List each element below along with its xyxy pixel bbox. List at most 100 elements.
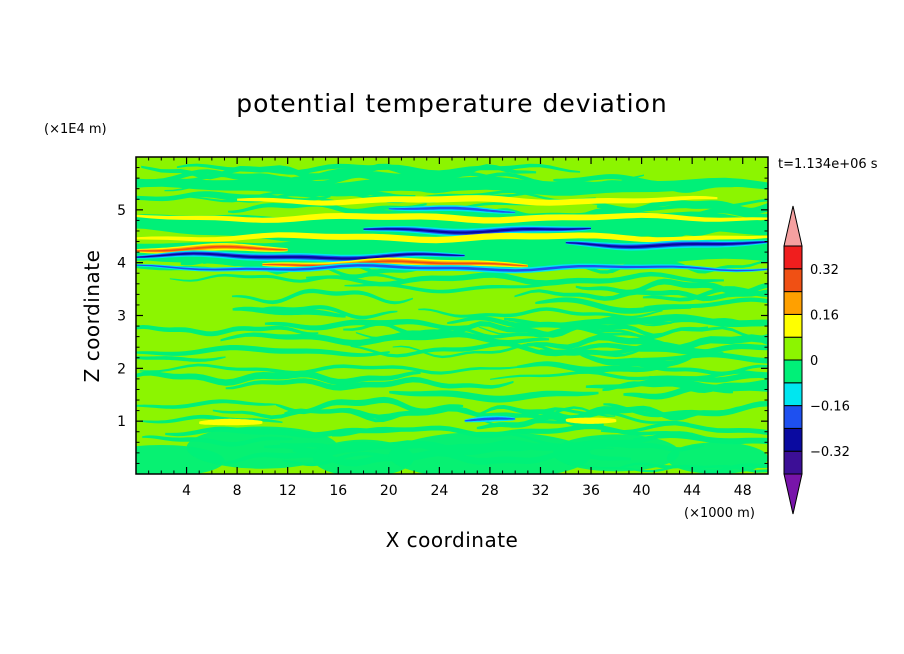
contour-streak-40 xyxy=(540,342,768,356)
y-tick-label: 2 xyxy=(117,361,126,377)
y-axis: 1 2 3 4 5 xyxy=(117,167,768,464)
contour-streak-32 xyxy=(517,361,671,373)
contour-streak-39 xyxy=(136,345,390,357)
contour-streak-61 xyxy=(306,271,724,287)
contour-streak-11 xyxy=(601,421,768,436)
contour-band-10-0 xyxy=(199,418,263,426)
contour-band-3-2 xyxy=(363,228,591,234)
x-tick-label: 4 xyxy=(182,483,191,499)
contour-band-4-0 xyxy=(136,232,768,244)
contour-band-7-2 xyxy=(136,252,465,260)
contour-streak-37 xyxy=(350,341,724,358)
x-axis-label: X coordinate xyxy=(386,528,519,552)
contour-streak-87 xyxy=(596,199,768,215)
colorbar-bin-1 xyxy=(783,427,803,452)
colorbar-tick-label: 0.32 xyxy=(810,263,839,278)
contour-streak-22 xyxy=(136,399,277,409)
contour-streak-66 xyxy=(495,259,768,274)
contour-streak-31 xyxy=(577,363,768,376)
contour-blob-5 xyxy=(666,442,768,474)
contour-streak-35 xyxy=(642,352,768,364)
contour-streak-58 xyxy=(642,286,768,302)
contour-blob-4 xyxy=(553,434,680,472)
plot-field xyxy=(136,157,768,474)
colorbar: −0.32 −0.16 0 0.16 0.32 xyxy=(783,205,850,515)
contour-band-5-2 xyxy=(565,241,768,248)
contour-blob-3 xyxy=(388,431,592,474)
contour-streak-47 xyxy=(264,319,470,331)
contour-streak-62 xyxy=(169,273,446,283)
colorbar-bin-6 xyxy=(783,313,803,338)
contour-streak-42 xyxy=(526,334,768,352)
chart-title: potential temperature deviation xyxy=(236,89,667,118)
contour-band-1-0 xyxy=(388,205,516,214)
x-tick-label: 40 xyxy=(633,483,651,499)
contour-streak-52 xyxy=(418,307,663,319)
x-tick-label: 8 xyxy=(233,483,242,499)
x-tick-label: 12 xyxy=(279,483,297,499)
contour-streak-46 xyxy=(355,325,678,340)
contour-band-2-0 xyxy=(136,212,768,224)
y-axis-label: Z coordinate xyxy=(80,250,104,383)
time-label: t=1.134e+06 s xyxy=(778,157,878,172)
colorbar-under-arrow xyxy=(783,473,803,515)
y-tick-label: 1 xyxy=(117,414,126,430)
x-tick-label: 20 xyxy=(380,483,398,499)
contour-blob-1 xyxy=(186,426,339,469)
colorbar-over-arrow xyxy=(783,205,803,247)
x-tick-label: 44 xyxy=(683,483,701,499)
y-tick-label: 3 xyxy=(117,309,126,325)
colorbar-tick-label: 0 xyxy=(810,354,818,369)
colorbar-bin-7 xyxy=(783,291,803,315)
contour-streak-30 xyxy=(649,371,768,383)
contour-streak-92 xyxy=(180,190,596,204)
x-unit-label: (×1000 m) xyxy=(684,506,755,521)
contour-streak-23 xyxy=(389,390,599,403)
contour-streak-53 xyxy=(232,306,346,318)
contour-streak-50 xyxy=(504,314,768,328)
contour-streak-33 xyxy=(139,363,529,375)
x-tick-label: 16 xyxy=(329,483,347,499)
y-tick-label: 5 xyxy=(117,203,126,219)
y-tick-label: 4 xyxy=(117,256,126,272)
contour-blob-2 xyxy=(312,439,415,474)
contour-streak-25 xyxy=(225,376,514,391)
x-tick-label: 28 xyxy=(481,483,499,499)
contour-band-1-1 xyxy=(388,206,516,213)
colorbar-bin-4 xyxy=(783,359,803,384)
contour-streak-51 xyxy=(258,305,398,320)
x-tick-label: 36 xyxy=(582,483,600,499)
contour-streak-17 xyxy=(284,406,616,423)
contour-streak-56 xyxy=(232,288,413,305)
contour-streak-27 xyxy=(602,379,768,393)
colorbar-bin-9 xyxy=(783,245,803,270)
contour-streak-59 xyxy=(575,278,768,297)
contour-streak-45 xyxy=(343,321,708,338)
colorbar-bin-2 xyxy=(783,405,803,429)
contour-streak-43 xyxy=(136,325,319,337)
contour-streak-34 xyxy=(580,353,692,367)
contour-streak-100 xyxy=(141,163,537,180)
contour-band-0-0 xyxy=(237,195,718,206)
x-tick-label: 24 xyxy=(430,483,448,499)
contour-band-6-2 xyxy=(136,245,288,252)
contour-streak-55 xyxy=(535,297,692,314)
contour-streak-19 xyxy=(603,401,768,418)
contour-streak-88 xyxy=(228,201,427,214)
contour-streak-29 xyxy=(136,370,421,386)
contour-streak-20 xyxy=(477,405,744,422)
colorbar-tick-label: −0.32 xyxy=(810,445,850,460)
y-unit-label: (×1E4 m) xyxy=(44,122,107,137)
colorbar-tick-label: 0.16 xyxy=(810,308,839,323)
colorbar-bin-3 xyxy=(783,382,803,407)
contour-streak-60 xyxy=(344,282,563,294)
contour-streak-36 xyxy=(136,356,226,362)
x-tick-label: 32 xyxy=(532,483,550,499)
colorbar-bin-5 xyxy=(783,336,803,361)
x-tick-label: 48 xyxy=(734,483,752,499)
x-axis: 4 8 12 16 20 24 28 32 36 40 44 48 xyxy=(148,157,756,499)
contour-layer-top xyxy=(136,176,768,196)
colorbar-bin-8 xyxy=(783,268,803,293)
colorbar-bin-0 xyxy=(783,450,803,475)
